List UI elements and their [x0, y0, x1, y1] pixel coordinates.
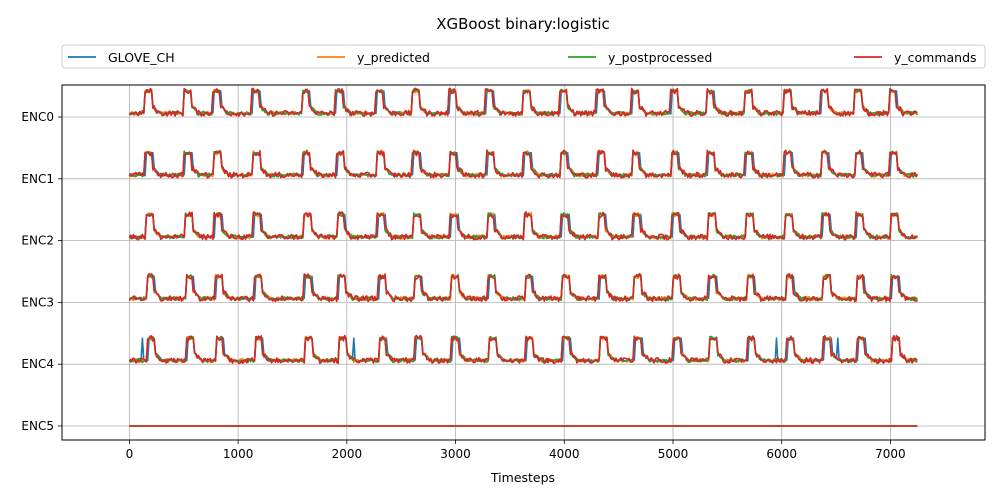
- y-tick-label: ENC4: [21, 357, 54, 371]
- legend-label: GLOVE_CH: [108, 50, 175, 65]
- y-tick-label: ENC2: [21, 234, 54, 248]
- legend-label: y_postprocessed: [608, 50, 712, 65]
- x-tick-label: 3000: [440, 447, 471, 461]
- plot-frame: [61, 84, 986, 441]
- legend-box: [61, 44, 986, 69]
- y-tick-label: ENC0: [21, 110, 54, 124]
- x-tick-label: 1000: [223, 447, 254, 461]
- legend-label: y_predicted: [357, 50, 430, 65]
- y-tick-label: ENC3: [21, 295, 54, 309]
- series-line-y-commands: [128, 334, 918, 365]
- y-tick-label: ENC5: [21, 419, 54, 433]
- channel-enc4: [128, 334, 918, 365]
- channel-enc2: [128, 211, 919, 241]
- legend: GLOVE_CH y_predicted y_postprocessed y_comm…: [61, 44, 986, 69]
- series-line-y-commands: [128, 87, 918, 117]
- x-tick-label: 5000: [658, 447, 689, 461]
- series-layer: [128, 87, 919, 427]
- channel-enc3: [128, 272, 919, 303]
- x-tick-label: 0: [126, 447, 134, 461]
- series-line-y-commands: [128, 149, 919, 179]
- plot-area: [62, 85, 985, 440]
- series-line-y-commands: [128, 272, 918, 303]
- y-tick-label: ENC1: [21, 172, 54, 186]
- channel-enc0: [128, 87, 919, 117]
- x-tick-label: 2000: [332, 447, 363, 461]
- x-tick-label: 4000: [549, 447, 580, 461]
- x-tick-label: 6000: [766, 447, 797, 461]
- channel-enc1: [128, 149, 919, 179]
- x-tick-label: 7000: [875, 447, 906, 461]
- y-axis: ENC0 ENC1 ENC2 ENC3 ENC4 ENC5: [21, 110, 62, 433]
- legend-label: y_commands: [894, 50, 977, 65]
- series-line-y-commands: [128, 211, 918, 241]
- x-axis: 0 1000 2000 3000 4000 5000 6000 7000: [126, 440, 906, 461]
- chart-title: XGBoost binary:logistic: [436, 15, 610, 33]
- x-axis-label: Timesteps: [490, 470, 555, 485]
